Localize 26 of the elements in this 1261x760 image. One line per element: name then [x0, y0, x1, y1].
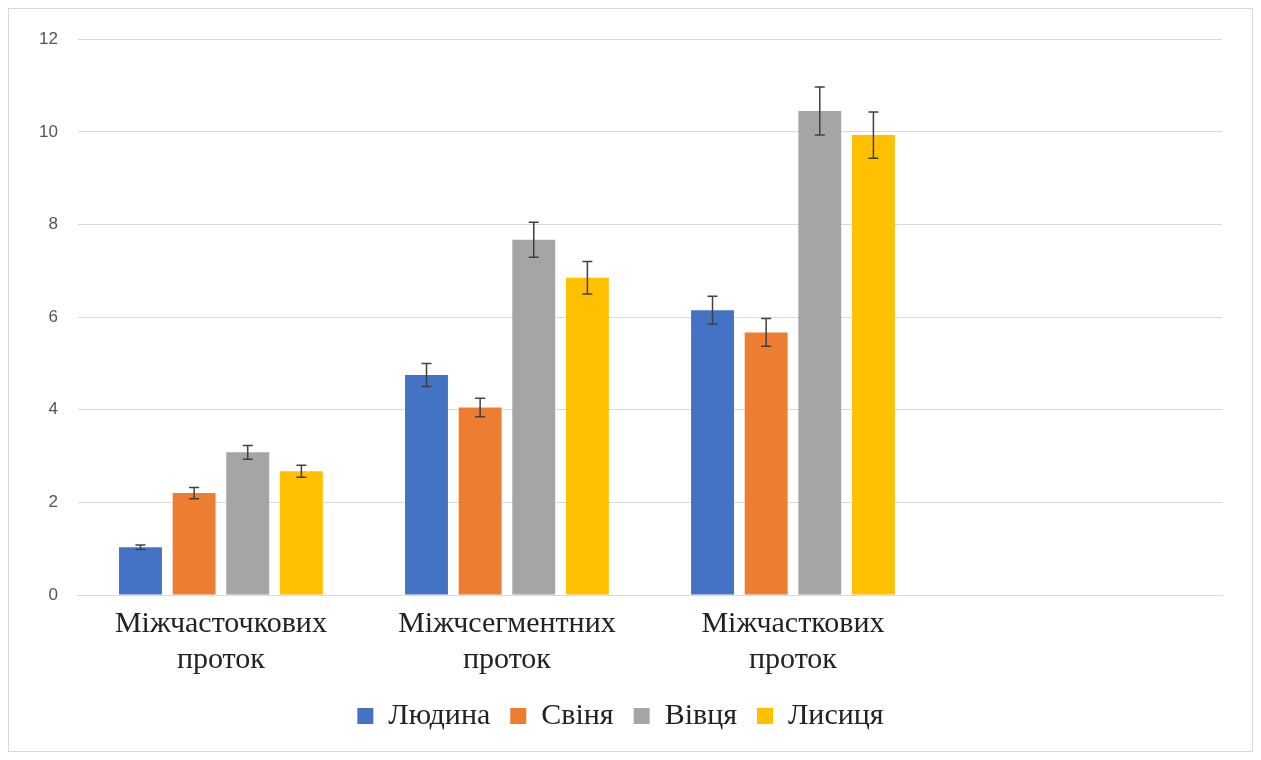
- bar: [512, 239, 556, 595]
- bar: [405, 375, 448, 595]
- x-tick-label: Міжчсегментних проток: [398, 604, 616, 674]
- bar: [851, 135, 895, 595]
- bar: [172, 493, 216, 595]
- bar: [691, 310, 734, 595]
- bar: [119, 547, 162, 595]
- legend-label: Вівця: [664, 696, 738, 730]
- bar: [565, 277, 609, 595]
- x-tick-label: Міжчасточкових проток: [114, 604, 327, 674]
- x-tick-label: Міжчасткових проток: [701, 604, 885, 674]
- bar: [279, 471, 323, 595]
- y-tick-label: 8: [48, 214, 58, 234]
- y-tick-label: 12: [38, 28, 58, 48]
- y-tick-label: 0: [48, 584, 58, 604]
- legend-label: Свіня: [541, 696, 614, 730]
- legend-label: Лисиця: [788, 696, 884, 730]
- bar: [744, 332, 788, 595]
- y-tick-label: 10: [38, 121, 58, 141]
- y-tick-label: 6: [48, 306, 58, 326]
- y-tick-label: 4: [48, 399, 58, 419]
- bar: [458, 407, 502, 595]
- bar: [226, 452, 270, 595]
- bar: [798, 110, 842, 595]
- y-tick-label: 2: [48, 492, 58, 512]
- legend-label: Людина: [388, 696, 491, 730]
